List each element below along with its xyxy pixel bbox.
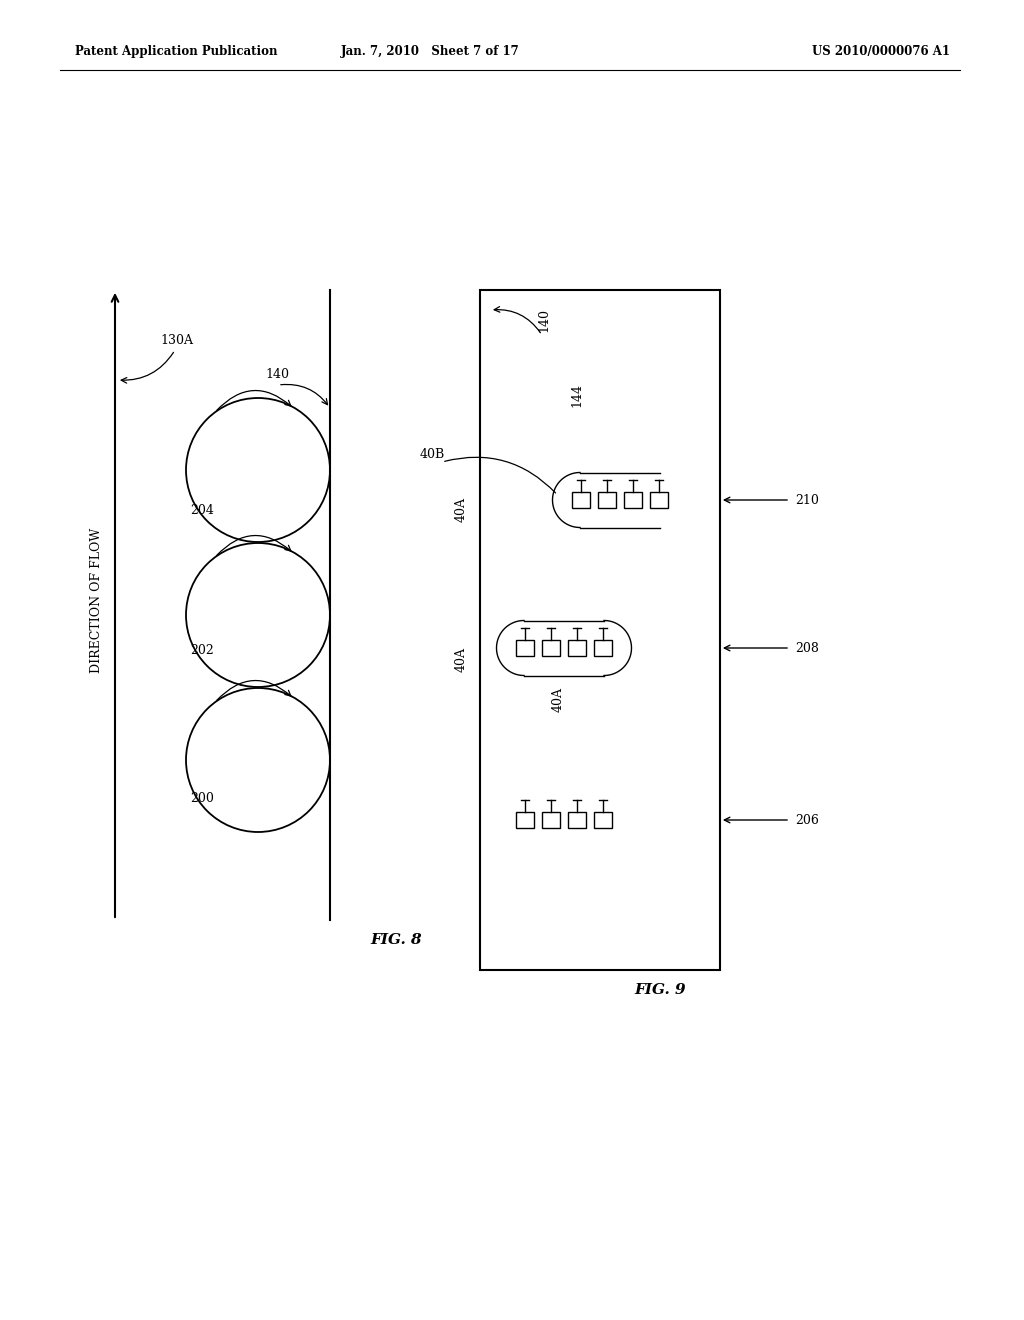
Text: 40A: 40A bbox=[455, 648, 468, 672]
Text: US 2010/0000076 A1: US 2010/0000076 A1 bbox=[812, 45, 950, 58]
Bar bbox=[568, 812, 586, 828]
Bar bbox=[572, 492, 590, 508]
Text: 140: 140 bbox=[265, 368, 289, 381]
Bar bbox=[542, 640, 560, 656]
Text: 40A: 40A bbox=[552, 688, 565, 713]
Bar bbox=[516, 812, 534, 828]
Text: Jan. 7, 2010   Sheet 7 of 17: Jan. 7, 2010 Sheet 7 of 17 bbox=[341, 45, 519, 58]
Text: FIG. 8: FIG. 8 bbox=[370, 933, 422, 946]
Bar bbox=[480, 290, 720, 970]
Text: DIRECTION OF FLOW: DIRECTION OF FLOW bbox=[90, 528, 103, 673]
Text: FIG. 9: FIG. 9 bbox=[634, 983, 686, 997]
Bar bbox=[650, 492, 668, 508]
Bar bbox=[594, 812, 612, 828]
Bar bbox=[624, 492, 642, 508]
Text: 144: 144 bbox=[570, 383, 583, 407]
Bar bbox=[598, 492, 616, 508]
Bar bbox=[568, 640, 586, 656]
Text: 210: 210 bbox=[795, 494, 819, 507]
Text: 204: 204 bbox=[190, 503, 214, 516]
Text: 200: 200 bbox=[190, 792, 214, 804]
Text: 140: 140 bbox=[537, 308, 550, 333]
Text: 40A: 40A bbox=[455, 498, 468, 523]
Text: 130A: 130A bbox=[160, 334, 193, 346]
Text: 208: 208 bbox=[795, 642, 819, 655]
Text: 202: 202 bbox=[190, 644, 214, 656]
Text: 40B: 40B bbox=[420, 449, 445, 462]
Bar bbox=[594, 640, 612, 656]
Bar bbox=[542, 812, 560, 828]
Text: Patent Application Publication: Patent Application Publication bbox=[75, 45, 278, 58]
Text: 206: 206 bbox=[795, 813, 819, 826]
Bar bbox=[516, 640, 534, 656]
